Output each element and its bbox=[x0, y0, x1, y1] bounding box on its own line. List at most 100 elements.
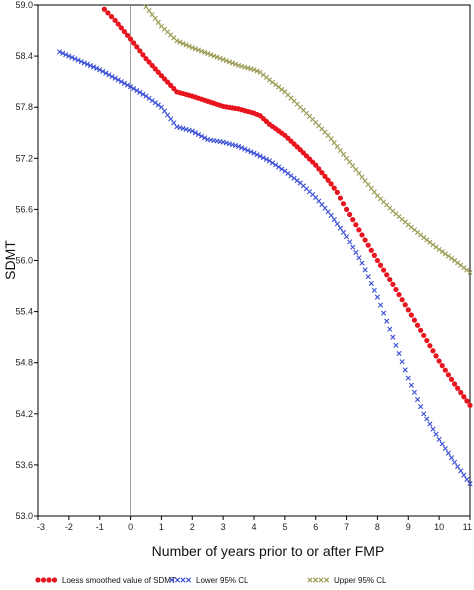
data-point bbox=[455, 385, 461, 391]
data-point bbox=[131, 86, 137, 92]
data-point bbox=[350, 217, 356, 223]
legend-marker bbox=[169, 577, 175, 583]
data-point bbox=[57, 49, 63, 55]
data-point bbox=[374, 294, 381, 300]
data-point bbox=[334, 189, 340, 195]
y-tick-label: 55.4 bbox=[15, 307, 33, 317]
data-point bbox=[390, 281, 396, 287]
data-point bbox=[161, 76, 168, 82]
data-point bbox=[171, 120, 177, 126]
data-point bbox=[328, 136, 334, 142]
data-point bbox=[269, 160, 276, 166]
data-point bbox=[340, 229, 347, 235]
data-point bbox=[158, 104, 165, 110]
data-point bbox=[427, 343, 433, 349]
data-point bbox=[263, 156, 269, 162]
data-point bbox=[223, 58, 229, 64]
data-point bbox=[448, 376, 455, 382]
data-point bbox=[439, 249, 445, 255]
legend-marker bbox=[180, 577, 186, 583]
data-point bbox=[168, 82, 174, 88]
data-point bbox=[254, 68, 260, 74]
data-point bbox=[418, 404, 424, 410]
data-point bbox=[115, 77, 121, 83]
data-point bbox=[371, 252, 377, 258]
data-point bbox=[276, 164, 282, 170]
data-point bbox=[464, 476, 470, 482]
data-point bbox=[121, 28, 127, 35]
legend-marker bbox=[307, 577, 313, 583]
data-point bbox=[152, 15, 158, 22]
data-point bbox=[140, 52, 146, 58]
data-point bbox=[251, 150, 257, 156]
data-point bbox=[239, 145, 245, 151]
data-point bbox=[146, 59, 152, 65]
data-point bbox=[405, 375, 411, 381]
data-point bbox=[245, 147, 251, 154]
data-point bbox=[313, 162, 319, 168]
data-point bbox=[63, 52, 69, 58]
data-point bbox=[436, 358, 442, 364]
data-point bbox=[356, 255, 362, 261]
y-tick-label: 57.8 bbox=[15, 102, 33, 112]
data-point bbox=[226, 59, 232, 65]
data-point bbox=[103, 70, 109, 76]
data-point bbox=[155, 102, 161, 108]
data-point bbox=[279, 166, 285, 172]
legend-marker bbox=[174, 577, 181, 583]
data-point bbox=[461, 394, 467, 400]
data-point bbox=[427, 421, 433, 427]
y-tick-label: 58.4 bbox=[15, 51, 33, 61]
data-point bbox=[149, 62, 155, 69]
data-point bbox=[430, 426, 436, 432]
x-tick-label: 7 bbox=[344, 522, 349, 532]
data-point bbox=[467, 402, 473, 408]
data-point bbox=[445, 450, 451, 456]
x-tick-label: 4 bbox=[251, 522, 256, 532]
data-point bbox=[445, 372, 451, 378]
data-point bbox=[257, 153, 263, 159]
x-tick-label: 3 bbox=[221, 522, 226, 532]
series-3 bbox=[143, 4, 473, 276]
x-tick-label: 8 bbox=[375, 522, 380, 532]
x-tick-label: 0 bbox=[128, 522, 133, 532]
data-point bbox=[381, 267, 387, 273]
data-point bbox=[368, 280, 374, 287]
data-point bbox=[439, 441, 445, 447]
data-point bbox=[350, 244, 356, 250]
data-point bbox=[211, 53, 217, 59]
data-point bbox=[143, 4, 149, 10]
x-tick-label: -1 bbox=[96, 522, 104, 532]
data-point bbox=[229, 60, 235, 66]
data-point bbox=[143, 56, 149, 62]
data-point bbox=[232, 61, 239, 67]
data-point bbox=[396, 350, 402, 357]
y-axis-title: SDMT bbox=[2, 240, 18, 280]
data-point bbox=[445, 253, 451, 259]
plot-frame bbox=[37, 4, 471, 517]
data-point bbox=[235, 143, 242, 149]
data-point bbox=[186, 43, 192, 49]
data-point bbox=[340, 201, 347, 207]
data-point bbox=[467, 269, 473, 276]
data-point bbox=[155, 19, 161, 25]
data-point bbox=[137, 48, 143, 54]
data-point bbox=[387, 326, 393, 332]
y-tick-label: 54.2 bbox=[15, 409, 33, 419]
data-point bbox=[121, 80, 127, 86]
data-point bbox=[396, 291, 402, 298]
data-point bbox=[158, 73, 165, 79]
data-point bbox=[251, 67, 257, 73]
data-point bbox=[189, 128, 195, 134]
data-point bbox=[408, 312, 414, 318]
legend-marker bbox=[51, 577, 58, 583]
legend-marker bbox=[185, 577, 192, 583]
data-point bbox=[411, 389, 418, 395]
data-point bbox=[69, 54, 75, 61]
data-point bbox=[192, 130, 198, 136]
data-point bbox=[108, 14, 115, 20]
x-tick-label: -2 bbox=[65, 522, 73, 532]
data-point bbox=[439, 362, 445, 369]
series-layer bbox=[57, 4, 473, 487]
